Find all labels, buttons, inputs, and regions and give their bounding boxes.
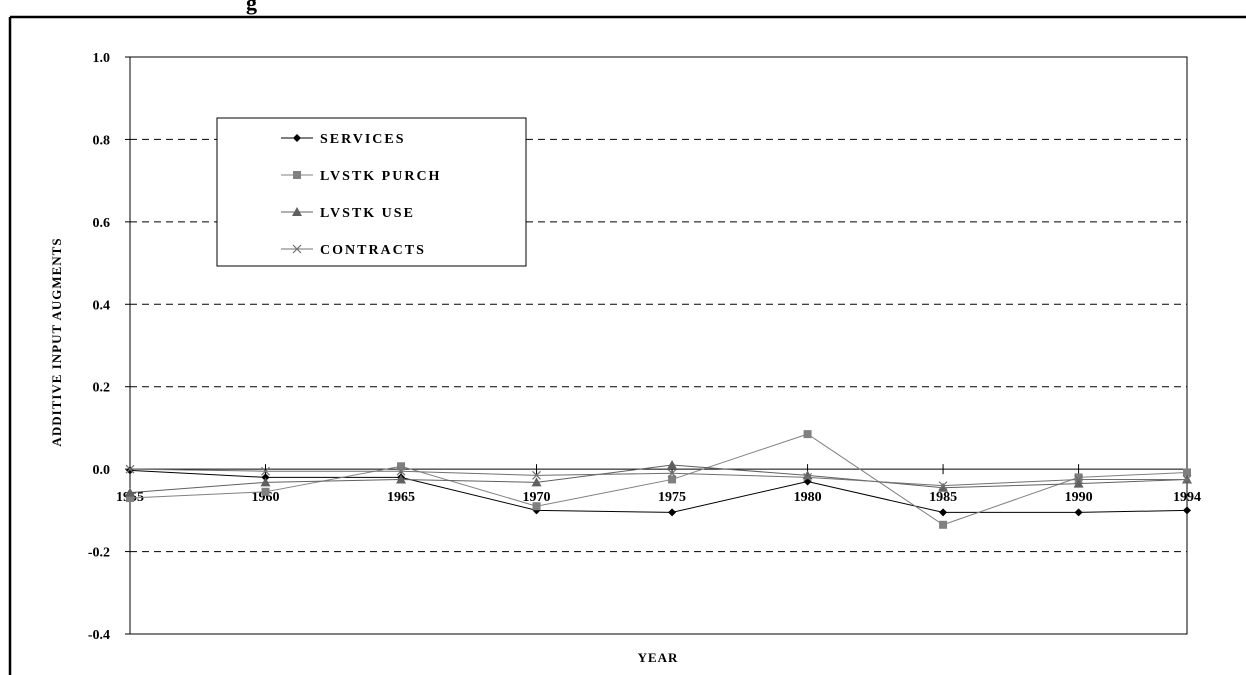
- legend: SERVICES LVSTK PURCH LVSTK USE CONTRACTS: [216, 117, 527, 267]
- x-tick-label: 1990: [1065, 490, 1093, 505]
- data-point: [397, 462, 406, 471]
- data-point: [126, 466, 134, 475]
- legend-label: LVSTK PURCH: [320, 169, 441, 184]
- legend-marker: [292, 244, 302, 254]
- series-contracts: [125, 464, 1192, 491]
- header-fragment: g: [246, 0, 257, 15]
- y-tick-label: -0.2: [88, 546, 110, 561]
- data-point: [1182, 475, 1192, 484]
- series-line: [129, 433, 1188, 526]
- data-point: [1074, 508, 1083, 517]
- y-axis-title: ADDITIVE INPUT AUGMENTS: [49, 237, 64, 446]
- data-point: [939, 520, 948, 529]
- x-axis-title: YEAR: [638, 650, 679, 665]
- y-axis-ticks: -0.4 -0.2 0.0 0.2 0.4 0.6 0.8 1.0: [88, 51, 130, 643]
- data-point: [668, 475, 677, 484]
- y-tick-label: 0.0: [93, 463, 111, 478]
- series-layer: [125, 430, 1192, 529]
- data-point: [1074, 473, 1083, 482]
- y-tick-label: 1.0: [93, 51, 111, 66]
- data-point: [803, 430, 812, 439]
- legend-marker: [293, 134, 301, 142]
- data-point: [1183, 506, 1191, 515]
- data-point: [667, 460, 678, 470]
- legend-entry: LVSTK USE: [281, 206, 415, 221]
- legend-marker: [293, 171, 301, 179]
- x-tick-label: 1980: [794, 490, 822, 505]
- data-point: [125, 464, 135, 474]
- data-point: [261, 487, 270, 496]
- legend-entry: SERVICES: [281, 132, 406, 147]
- data-point: [532, 502, 541, 511]
- data-point: [1074, 475, 1084, 484]
- data-point: [938, 482, 949, 492]
- data-point: [939, 508, 948, 517]
- x-tick-label: 1994: [1173, 490, 1201, 505]
- x-tick-label: 1965: [387, 490, 415, 505]
- grid-layer: [130, 56, 1187, 553]
- data-point: [396, 474, 407, 484]
- legend-entry: CONTRACTS: [281, 243, 426, 258]
- data-point: [261, 466, 270, 476]
- data-point: [532, 470, 541, 480]
- data-point: [667, 468, 677, 478]
- x-tick-label: 1970: [523, 490, 551, 505]
- data-point: [938, 481, 948, 491]
- series-lvstk-purch: [126, 430, 1191, 529]
- legend-entry: LVSTK PURCH: [281, 169, 441, 184]
- y-tick-label: 0.8: [93, 133, 111, 148]
- data-point: [126, 493, 134, 502]
- x-tick-label: 1985: [929, 490, 957, 505]
- data-point: [1183, 468, 1191, 477]
- data-point: [531, 477, 542, 487]
- x-tick-label: 1960: [252, 490, 280, 505]
- y-tick-label: 0.6: [93, 216, 111, 231]
- legend-marker: [292, 207, 302, 216]
- data-point: [260, 477, 271, 487]
- y-tick-label: 0.4: [93, 298, 111, 313]
- data-point: [396, 466, 406, 476]
- legend-label: SERVICES: [320, 132, 406, 147]
- data-point: [1073, 478, 1084, 488]
- y-tick-label: -0.4: [88, 628, 110, 643]
- legend-label: LVSTK USE: [320, 206, 415, 221]
- data-point: [668, 508, 677, 517]
- legend-label: CONTRACTS: [320, 243, 426, 258]
- legend-items: SERVICES LVSTK PURCH LVSTK USE CONTRACTS: [281, 132, 441, 258]
- y-tick-label: 0.2: [93, 381, 111, 396]
- x-tick-label: 1975: [658, 490, 686, 505]
- data-point: [803, 472, 812, 482]
- data-point: [125, 487, 135, 497]
- legend-box: [216, 117, 527, 267]
